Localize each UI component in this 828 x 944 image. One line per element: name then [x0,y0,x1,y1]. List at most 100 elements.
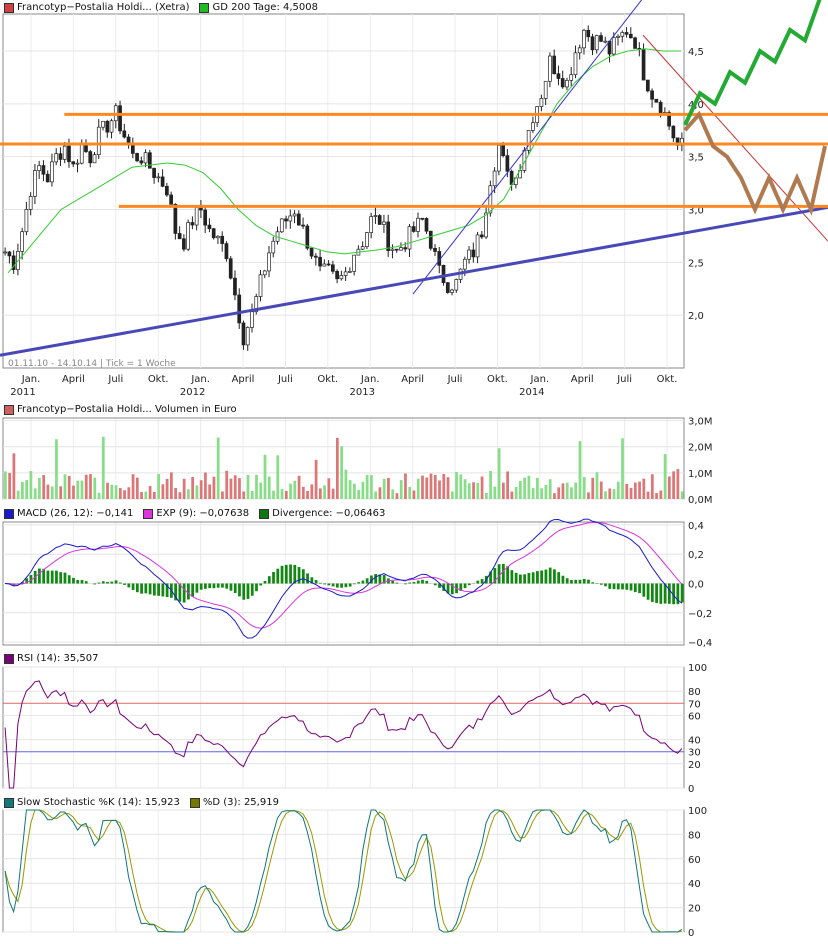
divergence-bar [102,581,105,583]
divergence-bar [510,570,513,583]
candle-body [612,38,615,55]
candle-body [463,259,466,269]
volume-bar [4,471,7,499]
divergence-bar [664,584,667,604]
divergence-bar [425,581,428,584]
volume-bar [481,477,484,499]
divergence-bar [136,584,139,593]
volume-bar [76,481,79,499]
candle-body [106,121,109,132]
candle-body [344,272,347,276]
divergence-bar [536,571,539,583]
volume-bar [179,492,182,499]
price-y-tick: 4,5 [688,47,704,58]
macd-y-tick: −0,2 [688,609,712,620]
candle-body [651,91,654,99]
divergence-bar [276,569,279,584]
price-y-tick: 3,5 [688,153,704,164]
divergence-bar [528,573,531,583]
volume-bar [196,485,199,499]
candle-body [497,145,500,171]
divergence-bar [574,580,577,584]
year-label: 2011 [10,387,35,398]
candle-body [259,275,262,297]
volume-bar [421,476,424,499]
volume-bar [25,480,28,499]
volume-bar [370,475,373,499]
volume-bar [374,491,377,499]
x-tick-label: Juli [447,374,463,385]
divergence-bar [85,581,88,583]
x-tick-label: Juli [107,374,123,385]
divergence-bar [123,584,126,585]
divergence-bar [413,582,416,583]
candle-body [370,217,373,233]
x-tick-label: Juli [616,374,632,385]
divergence-bar [357,582,360,583]
candle-body [451,290,454,292]
legend-label-rsi: RSI (14): 35,507 [17,653,99,664]
candle-body [221,236,224,243]
divergence-bar [213,584,216,589]
macd-line [5,519,682,638]
macd-y-tick: 0,2 [688,550,704,561]
candle-body [595,36,598,50]
divergence-bar [515,573,518,584]
candle-body [148,153,151,169]
candle-body [604,41,607,42]
candle-body [540,98,543,106]
candle-body [216,236,219,238]
volume-bar [213,477,216,499]
divergence-bar [183,584,186,603]
divergence-bar [144,584,147,594]
candle-body [33,171,36,197]
divergence-bar [47,571,50,584]
candle-body [578,48,581,53]
volume-bar [217,437,220,499]
rsi-y-tick: 0 [688,784,694,795]
volume-bar [570,487,573,499]
divergence-bar [374,574,377,583]
divergence-bar [221,584,224,588]
volume-bar [621,438,624,499]
divergence-bar [434,584,437,586]
volume-bar [187,489,190,499]
volume-bar [64,474,67,499]
volume-bar [379,487,382,499]
volume-bar [315,460,318,499]
divergence-bar [272,572,275,583]
divergence-bar [319,583,322,584]
candle-body [485,213,488,237]
volume-bar [323,485,326,499]
divergence-bar [540,571,543,584]
candle-body [55,154,58,162]
candle-body [489,186,492,213]
divergence-bar [68,575,71,583]
volume-bar [549,479,552,499]
divergence-bar [264,581,267,583]
volume-bar [396,493,399,499]
candle-body [361,247,364,250]
divergence-bar [621,584,624,590]
candle-body [544,81,547,98]
downtrend-line [643,35,828,241]
volume-bar [293,481,296,499]
candle-body [208,225,211,229]
candle-body [327,264,330,265]
volume-bar [574,483,577,499]
year-label: 2014 [519,387,544,398]
candle-body [323,264,326,266]
rsi-line [5,681,682,788]
volume-bar [119,488,122,499]
volume-bar [225,471,228,499]
x-tick-label: Okt. [148,374,169,385]
candle-body [29,196,32,209]
divergence-bar [302,569,305,583]
candle-body [391,249,394,250]
divergence-bar [242,584,245,600]
candle-body [289,216,292,221]
volume-bar [345,470,348,499]
divergence-bar [323,584,326,585]
candle-body [195,207,198,225]
volume-y-tick: 2,0M [688,443,713,454]
